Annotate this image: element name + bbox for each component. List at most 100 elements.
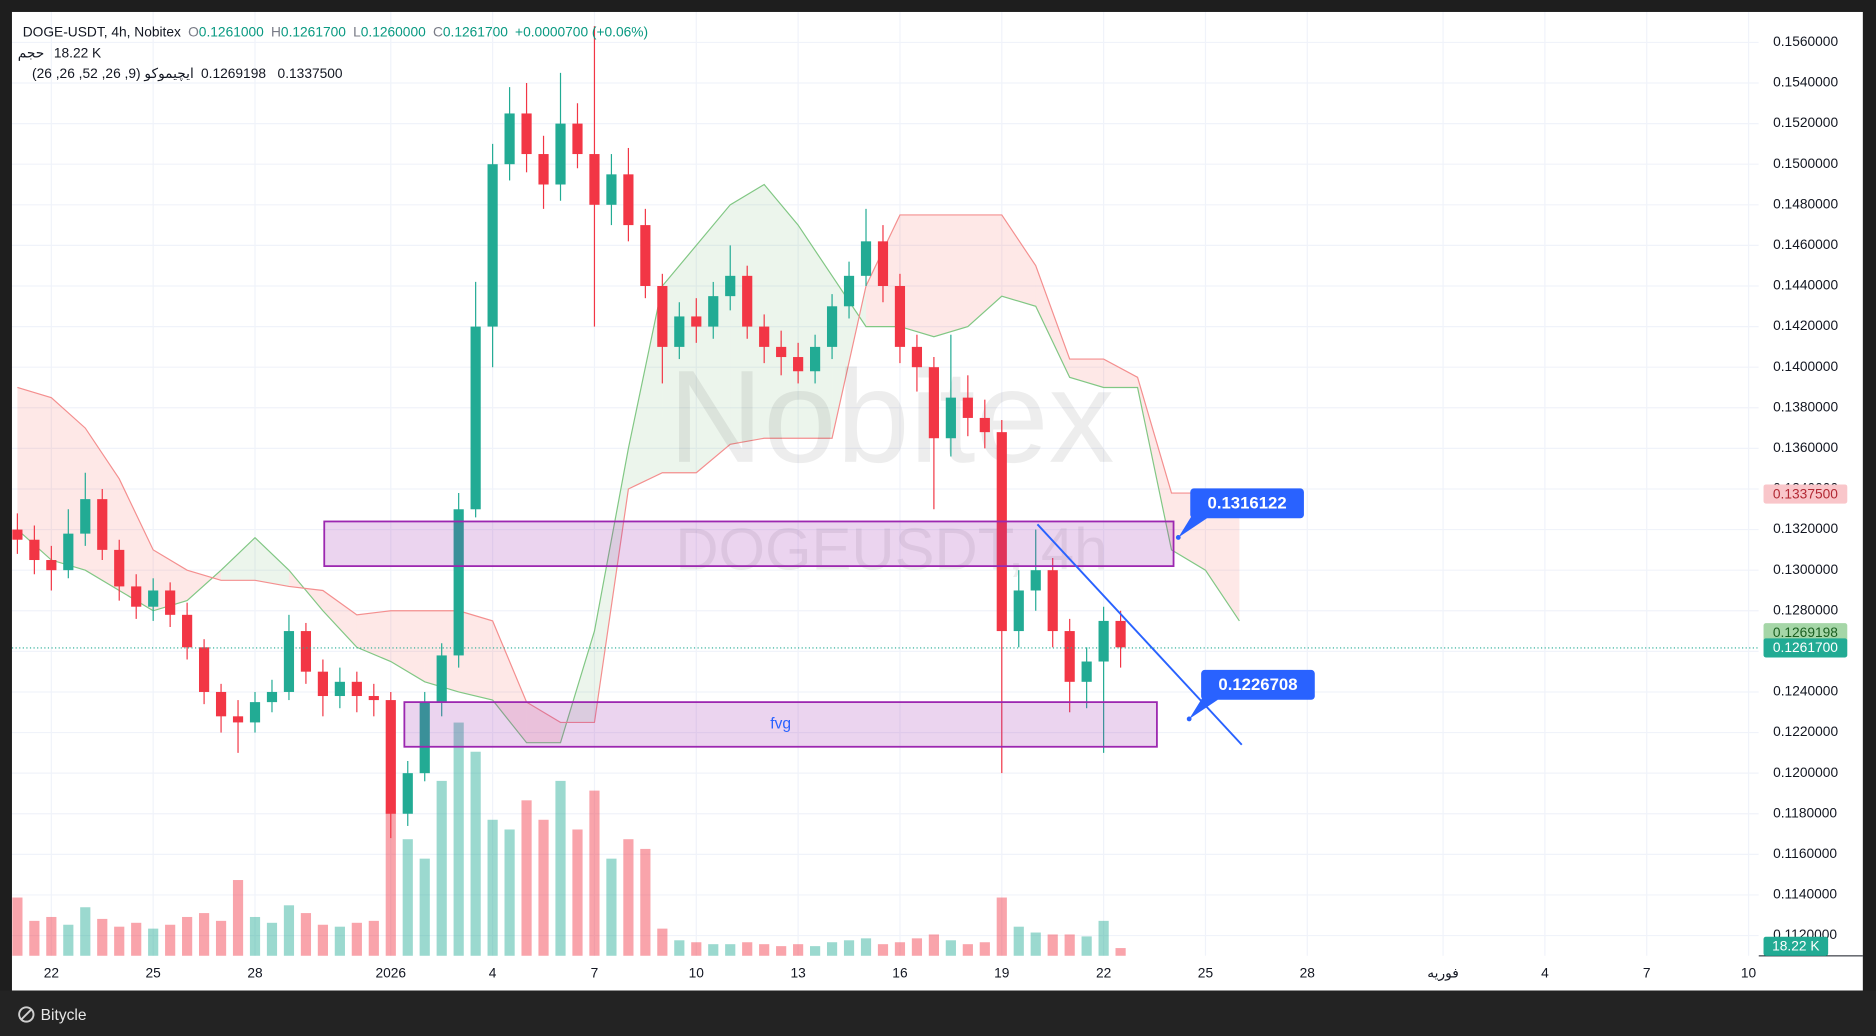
volume-bar	[674, 940, 685, 956]
candle-body	[1115, 620, 1126, 648]
cloud-segment	[696, 204, 731, 473]
price-tag-label: 0.1337500	[1773, 486, 1838, 501]
callout-point	[1186, 716, 1192, 722]
volume-bar	[283, 905, 295, 956]
price-tag	[1763, 638, 1848, 658]
volume-bar	[521, 800, 532, 956]
candle-body	[877, 241, 889, 286]
volume-bar	[572, 829, 583, 956]
volume-bar	[657, 928, 668, 956]
volume-bar	[759, 944, 770, 956]
x-tick-label: 4	[489, 965, 497, 980]
volume-bar	[1030, 932, 1041, 956]
cloud-segment	[492, 620, 527, 743]
ohlc-key: C	[433, 24, 443, 39]
ichimoku-value: 0.1337500	[278, 66, 343, 81]
zone	[323, 520, 1175, 568]
volume-bar	[742, 942, 753, 956]
volume-bar	[1064, 934, 1075, 956]
ichimoku-span-b	[17, 214, 1240, 724]
x-tick-label: 22	[1096, 965, 1111, 980]
volume-bar	[385, 810, 396, 956]
symbol: DOGE-USDT, 4h, Nobitex	[23, 24, 181, 39]
volume-bar	[334, 926, 345, 956]
ichimoku	[16, 183, 1240, 744]
volume-tag-label: 18.22 K	[1772, 939, 1820, 954]
candle-body	[46, 560, 57, 571]
candle-body	[215, 691, 227, 717]
callout-pointer	[1189, 693, 1218, 719]
candle-body	[182, 614, 193, 648]
candle-body	[1081, 661, 1092, 682]
volume-bar	[504, 829, 515, 956]
volume-bar	[300, 913, 312, 956]
volume-bar	[1098, 920, 1109, 956]
volume-bar	[606, 858, 617, 956]
volume-bar	[470, 751, 481, 956]
candle-body	[742, 275, 753, 327]
volume-bar	[63, 924, 74, 956]
candle-body	[793, 357, 804, 372]
cloud-segment	[1205, 493, 1240, 621]
volume-bar	[962, 944, 973, 956]
volume-bar	[1013, 926, 1024, 956]
footer-brand: Bitycle	[41, 1007, 87, 1024]
volume-bar	[46, 916, 57, 956]
volume-bar	[1047, 934, 1058, 956]
volume-bar	[317, 924, 328, 956]
volume-bar	[928, 934, 939, 956]
ohlc-value: 0.1261000	[199, 24, 264, 39]
grid	[11, 11, 1759, 956]
candle-body	[148, 590, 159, 607]
volume-bar	[232, 880, 244, 956]
volume-bar	[198, 913, 210, 956]
x-tick-label: 19	[994, 965, 1009, 980]
y-tick-label: 0.1300000	[1773, 562, 1838, 577]
candle-body	[249, 702, 261, 723]
volume-bar	[945, 940, 956, 956]
candle-body	[97, 499, 108, 550]
callout-box	[1201, 669, 1315, 700]
volume-bar	[555, 780, 566, 956]
volume-bar	[182, 916, 193, 956]
cloud-segment	[255, 537, 289, 587]
x-tick-label: 13	[790, 965, 806, 980]
candle-body	[538, 154, 549, 185]
candle-body	[979, 417, 990, 433]
cloud-segment	[628, 285, 663, 489]
callout-pointer	[1178, 512, 1208, 538]
candle-body	[131, 586, 142, 607]
cloud-segment	[390, 610, 425, 682]
cloud-segment	[119, 478, 154, 611]
footer-bar	[0, 990, 1876, 1036]
candle-body	[810, 346, 821, 372]
volume-bar	[843, 940, 855, 956]
candle-body	[674, 316, 685, 347]
candle-body	[29, 539, 40, 561]
candle-body	[334, 681, 345, 697]
y-tick-label: 0.1500000	[1773, 156, 1838, 171]
candle-body	[606, 174, 617, 205]
candle-body	[504, 113, 515, 165]
annotations: fvg 0.1316122 0.1226708	[11, 488, 1759, 748]
change: +0.0000700 (+0.06%)	[515, 24, 648, 39]
volume-bar	[776, 946, 787, 956]
candle-body	[12, 529, 23, 540]
candle-body	[945, 397, 956, 439]
y-tick-label: 0.1560000	[1773, 34, 1838, 49]
candle-body	[165, 590, 176, 615]
volume-bar	[80, 907, 91, 956]
y-tick-label: 0.1540000	[1773, 75, 1838, 90]
candle-body	[589, 154, 600, 205]
candle-body	[911, 346, 923, 368]
candle-body	[232, 716, 244, 723]
x-tick-label: 7	[591, 965, 599, 980]
candle-body	[317, 671, 328, 697]
x-tick-label: 16	[892, 965, 908, 980]
candle-body	[283, 631, 295, 692]
axes: 0.11200000.11400000.11600000.11800000.12…	[44, 34, 1863, 981]
volume-label: حجم	[18, 45, 45, 61]
candle-body	[470, 326, 481, 510]
ohlc-value: 0.1261700	[281, 24, 346, 39]
y-tick-label: 0.1320000	[1773, 521, 1838, 536]
